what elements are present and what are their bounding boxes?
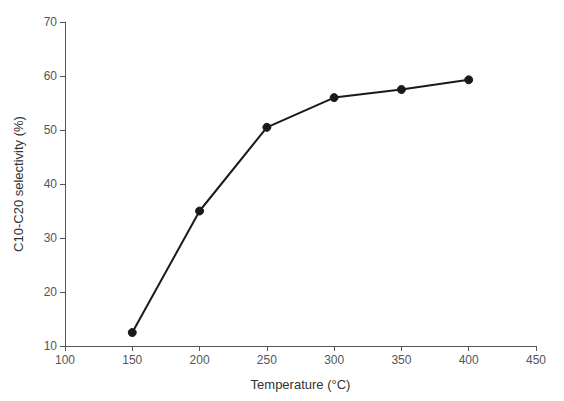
svg-text:50: 50 — [44, 123, 58, 137]
svg-text:300: 300 — [324, 353, 344, 367]
svg-text:350: 350 — [391, 353, 411, 367]
svg-text:Temperature (°C): Temperature (°C) — [251, 377, 351, 392]
svg-text:70: 70 — [44, 15, 58, 29]
svg-text:250: 250 — [257, 353, 277, 367]
svg-text:10: 10 — [44, 339, 58, 353]
svg-text:20: 20 — [44, 285, 58, 299]
svg-text:30: 30 — [44, 231, 58, 245]
svg-text:400: 400 — [459, 353, 479, 367]
svg-text:200: 200 — [190, 353, 210, 367]
svg-text:450: 450 — [526, 353, 546, 367]
svg-text:100: 100 — [55, 353, 75, 367]
svg-text:60: 60 — [44, 69, 58, 83]
svg-text:C10-C20 selectivity (%): C10-C20 selectivity (%) — [11, 116, 26, 252]
svg-text:150: 150 — [122, 353, 142, 367]
svg-text:40: 40 — [44, 177, 58, 191]
